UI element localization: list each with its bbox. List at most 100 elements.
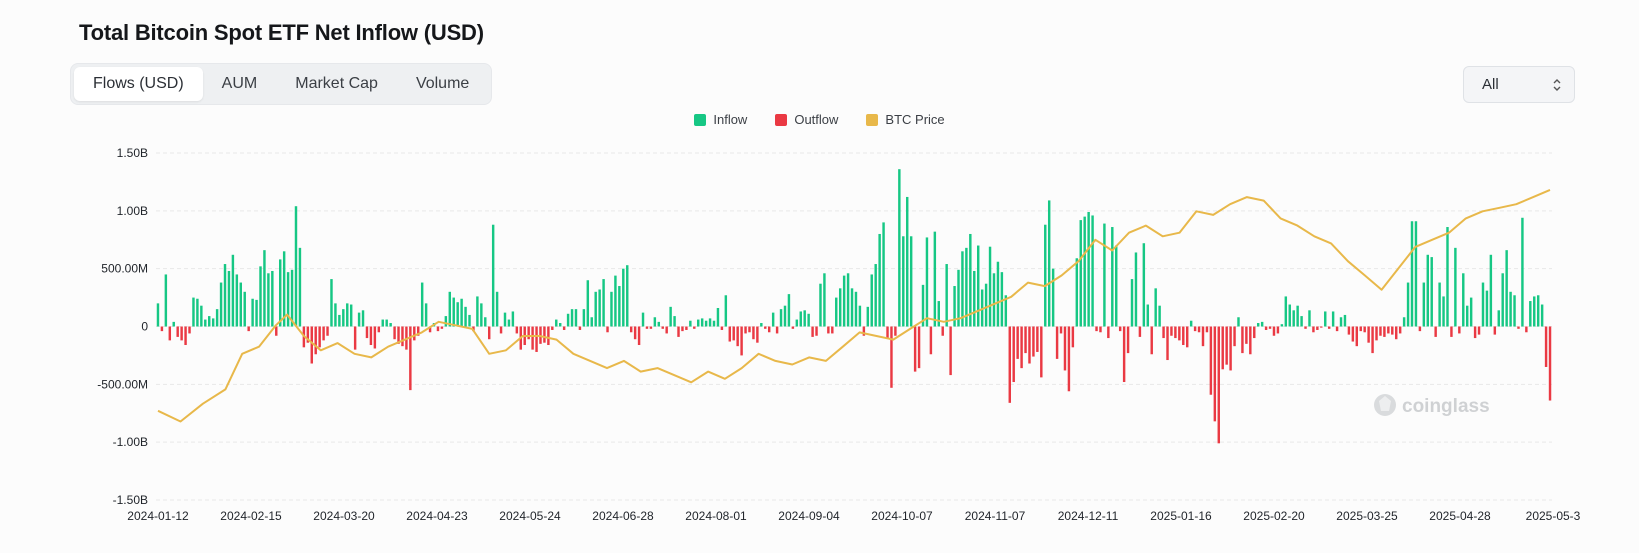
tab-volume[interactable]: Volume [415, 75, 470, 92]
outflow-bar [1229, 326, 1232, 371]
inflow-bar [511, 311, 515, 327]
outflow-bar [1434, 326, 1437, 337]
inflow-bar [1438, 282, 1441, 327]
x-tick-label: 2024-05-24 [499, 509, 561, 523]
inflow-bar [980, 289, 984, 327]
inflow-bar [724, 295, 728, 327]
inflow-bar [290, 269, 294, 327]
outflow-bar [247, 326, 250, 332]
inflow-bar [330, 279, 333, 327]
x-tick-label: 2025-05-3 [1526, 509, 1581, 523]
outflow-bar [1383, 326, 1386, 337]
inflow-bar [1422, 282, 1426, 327]
inflow-bar [1513, 295, 1516, 327]
inflow-bar [215, 309, 219, 327]
outflow-bar [1071, 326, 1075, 348]
outflow-bar [176, 326, 179, 337]
inflow-bar [787, 294, 791, 327]
tab-market-cap[interactable]: Market Cap [295, 75, 378, 92]
outflow-bar [373, 326, 377, 349]
outflow-bar [752, 326, 755, 340]
inflow-bar [361, 310, 365, 327]
inflow-bar [1442, 296, 1445, 327]
inflow-bar [342, 309, 345, 327]
inflow-bar [1087, 211, 1090, 327]
inflow-bar [566, 313, 570, 327]
outflow-bar [1225, 326, 1228, 365]
outflow-bar [1450, 326, 1453, 337]
inflow-bar [452, 297, 455, 327]
time-range-select[interactable]: All [1463, 66, 1575, 103]
inflow-bar [1509, 291, 1512, 327]
inflow-bar [243, 291, 246, 327]
inflow-bar [259, 266, 262, 327]
inflow-bar [1485, 290, 1489, 327]
inflow-bar [200, 305, 203, 327]
outflow-bar [1122, 326, 1126, 383]
inflow-bar [1134, 252, 1138, 327]
inflow-bar [227, 270, 231, 327]
inflow-bar [858, 305, 862, 327]
inflow-bar [1256, 323, 1260, 327]
legend-inflow[interactable]: Inflow [694, 112, 747, 127]
outflow-bar [160, 326, 164, 332]
inflow-bar [381, 319, 384, 327]
outflow-bar [685, 326, 688, 330]
inflow-bar [992, 273, 996, 327]
outflow-bar [417, 326, 420, 336]
inflow-bar [594, 291, 597, 327]
legend-btc-price[interactable]: BTC Price [866, 112, 945, 127]
inflow-bar [1000, 272, 1004, 327]
inflow-bar [448, 291, 452, 327]
outflow-bar [1028, 326, 1031, 364]
y-tick-label: 500.00M [101, 262, 148, 276]
inflow-bar [279, 259, 282, 327]
outflow-bar [913, 326, 917, 372]
inflow-bar [712, 320, 716, 327]
coinglass-watermark-text: coinglass [1402, 396, 1490, 417]
inflow-bar [933, 231, 937, 327]
outflow-bar [1063, 326, 1067, 371]
outflow-bar [1544, 326, 1548, 367]
inflow-bar [507, 319, 511, 327]
inflow-bar [708, 318, 712, 327]
inflow-bar [937, 301, 940, 327]
flow-bars [156, 169, 1552, 444]
inflow-bar [610, 291, 613, 327]
y-tick-label: -500.00M [97, 377, 148, 391]
inflow-bar [239, 282, 242, 327]
inflow-bar [771, 312, 775, 327]
inflow-bar [1103, 223, 1106, 327]
tab-aum[interactable]: AUM [221, 75, 258, 92]
outflow-bar [543, 326, 546, 343]
legend-outflow[interactable]: Outflow [775, 112, 838, 127]
x-tick-label: 2024-01-12 [127, 509, 189, 523]
legend-btc-price-label: BTC Price [885, 112, 945, 127]
outflow-bar [180, 326, 183, 341]
inflow-bar [977, 245, 980, 327]
inflow-bar [1410, 221, 1414, 327]
outflow-bar [440, 326, 444, 329]
x-tick-label: 2024-10-07 [871, 509, 933, 523]
outflow-bar [369, 326, 373, 346]
outflow-bar [535, 326, 538, 352]
outflow-bar [1367, 326, 1370, 343]
chart-grid [156, 152, 1552, 501]
tab-flows[interactable]: Flows (USD) [74, 67, 203, 101]
outflow-bar [1024, 326, 1027, 354]
inflow-bar [878, 233, 881, 327]
inflow-bar [294, 206, 298, 327]
outflow-bar [1107, 326, 1110, 339]
inflow-bar [1469, 297, 1473, 327]
outflow-bar [1213, 326, 1217, 422]
outflow-bar [397, 326, 400, 344]
outflow-bar [1304, 326, 1307, 329]
outflow-bar [365, 326, 369, 339]
inflow-bar [219, 282, 223, 327]
inflow-bar [570, 309, 574, 327]
inflow-bar [1115, 245, 1118, 327]
inflow-bar [172, 321, 175, 327]
outflow-bar [310, 326, 313, 364]
